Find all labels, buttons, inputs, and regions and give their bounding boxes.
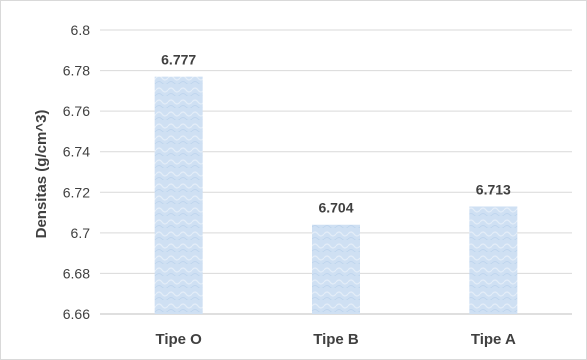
bar-tipe-b <box>312 224 360 314</box>
data-labels: 6.777 6.704 6.713 <box>161 52 511 216</box>
data-label: 6.777 <box>161 52 196 68</box>
y-tick-label: 6.78 <box>63 63 90 79</box>
bar-tipe-a <box>469 206 518 314</box>
y-tick-label: 6.68 <box>63 265 90 281</box>
y-tick-labels: 6.66 6.68 6.7 6.72 6.74 6.76 6.78 6.8 <box>63 22 90 322</box>
data-label: 6.704 <box>318 200 353 216</box>
x-category-label: Tipe O <box>155 331 202 348</box>
y-tick-label: 6.7 <box>71 225 91 241</box>
y-tick-label: 6.72 <box>63 184 90 200</box>
y-tick-label: 6.8 <box>71 22 91 38</box>
y-tick-label: 6.74 <box>63 144 90 160</box>
bar-tipe-o <box>154 76 203 315</box>
x-category-labels: Tipe O Tipe B Tipe A <box>155 331 516 348</box>
y-tick-label: 6.66 <box>63 306 90 322</box>
x-category-label: Tipe A <box>471 331 516 348</box>
data-label: 6.713 <box>476 181 511 197</box>
bars <box>154 76 518 315</box>
x-category-label: Tipe B <box>313 331 359 348</box>
y-axis-title: Densitas (g/cm^3) <box>33 110 50 239</box>
y-tick-label: 6.76 <box>63 103 90 119</box>
